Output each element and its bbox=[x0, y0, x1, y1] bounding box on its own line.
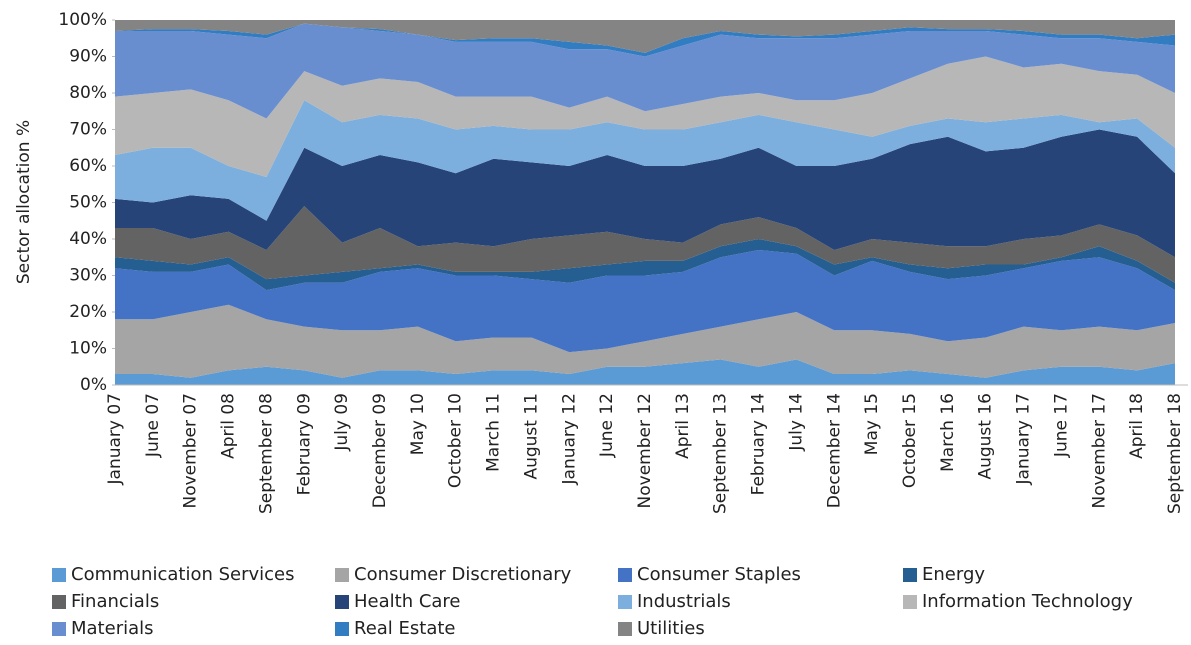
x-tick-label: January 17 bbox=[1014, 393, 1034, 485]
x-tick-label: July 14 bbox=[786, 393, 806, 452]
x-tick-label: May 15 bbox=[862, 393, 882, 455]
legend-swatch bbox=[52, 622, 66, 636]
area bbox=[115, 20, 1175, 53]
area bbox=[115, 249, 1175, 353]
area bbox=[115, 359, 1175, 385]
area bbox=[115, 23, 1175, 119]
x-tick-label: August 11 bbox=[521, 393, 541, 480]
x-tick-label: March 11 bbox=[484, 393, 504, 472]
x-tick-label: January 12 bbox=[559, 393, 579, 485]
plot-area bbox=[115, 20, 1175, 385]
legend-swatch bbox=[618, 568, 632, 582]
legend-label: Industrials bbox=[637, 591, 731, 612]
legend-label: Health Care bbox=[354, 591, 461, 612]
legend-label: Materials bbox=[71, 618, 154, 639]
y-tick-label: 30% bbox=[69, 266, 107, 286]
legend-label: Information Technology bbox=[922, 591, 1133, 612]
x-tick-label: August 16 bbox=[976, 393, 996, 480]
y-axis-label: Sector allocation % bbox=[14, 120, 34, 284]
area bbox=[115, 206, 1175, 283]
legend-swatch bbox=[52, 568, 66, 582]
legend-swatch bbox=[618, 595, 632, 609]
legend-swatch bbox=[335, 622, 349, 636]
x-tick-label: November 07 bbox=[181, 393, 201, 508]
x-tick-label: January 07 bbox=[105, 393, 125, 485]
legend-label: Real Estate bbox=[354, 618, 456, 639]
y-tick-label: 70% bbox=[69, 120, 107, 140]
x-tick-label: October 10 bbox=[446, 393, 466, 488]
y-tick-label: 100% bbox=[58, 10, 107, 30]
x-tick-label: September 13 bbox=[711, 393, 731, 514]
area bbox=[115, 56, 1175, 177]
legend-label: Energy bbox=[922, 564, 985, 585]
legend-swatch bbox=[52, 595, 66, 609]
x-tick-label: September 08 bbox=[256, 393, 276, 514]
x-tick-label: June 07 bbox=[143, 393, 163, 458]
x-tick-label: December 14 bbox=[824, 393, 844, 508]
x-tick-label: February 14 bbox=[749, 393, 769, 495]
legend-swatch bbox=[903, 568, 917, 582]
x-tick-label: November 17 bbox=[1089, 393, 1109, 508]
legend-swatch bbox=[618, 622, 632, 636]
legend-swatch bbox=[335, 568, 349, 582]
x-tick-label: September 18 bbox=[1165, 393, 1185, 514]
legend-label: Consumer Discretionary bbox=[354, 564, 572, 585]
y-tick-label: 20% bbox=[69, 302, 107, 322]
x-tick-label: May 10 bbox=[408, 393, 428, 455]
legend-label: Utilities bbox=[637, 618, 705, 639]
legend-label: Financials bbox=[71, 591, 159, 612]
legend-swatch bbox=[335, 595, 349, 609]
x-tick-label: July 09 bbox=[332, 393, 352, 452]
x-tick-label: June 17 bbox=[1051, 393, 1071, 458]
area bbox=[115, 239, 1175, 291]
x-tick-label: March 16 bbox=[938, 393, 958, 472]
legend-label: Communication Services bbox=[71, 564, 295, 585]
area bbox=[115, 100, 1175, 221]
y-tick-label: 40% bbox=[69, 229, 107, 249]
y-tick-label: 0% bbox=[80, 375, 107, 395]
x-tick-label: April 13 bbox=[673, 393, 693, 459]
y-tick-label: 60% bbox=[69, 156, 107, 176]
legend-label: Consumer Staples bbox=[637, 564, 801, 585]
x-tick-label: November 12 bbox=[635, 393, 655, 508]
x-tick-label: February 09 bbox=[294, 393, 314, 495]
x-tick-label: October 15 bbox=[900, 393, 920, 488]
x-tick-label: June 12 bbox=[597, 393, 617, 458]
x-tick-label: December 09 bbox=[370, 393, 390, 508]
x-tick-label: April 08 bbox=[219, 393, 239, 459]
y-tick-label: 90% bbox=[69, 47, 107, 67]
area bbox=[115, 129, 1175, 258]
legend-swatch bbox=[903, 595, 917, 609]
y-tick-label: 50% bbox=[69, 193, 107, 213]
y-tick-label: 80% bbox=[69, 83, 107, 103]
x-tick-label: April 18 bbox=[1127, 393, 1147, 459]
y-tick-label: 10% bbox=[69, 339, 107, 359]
